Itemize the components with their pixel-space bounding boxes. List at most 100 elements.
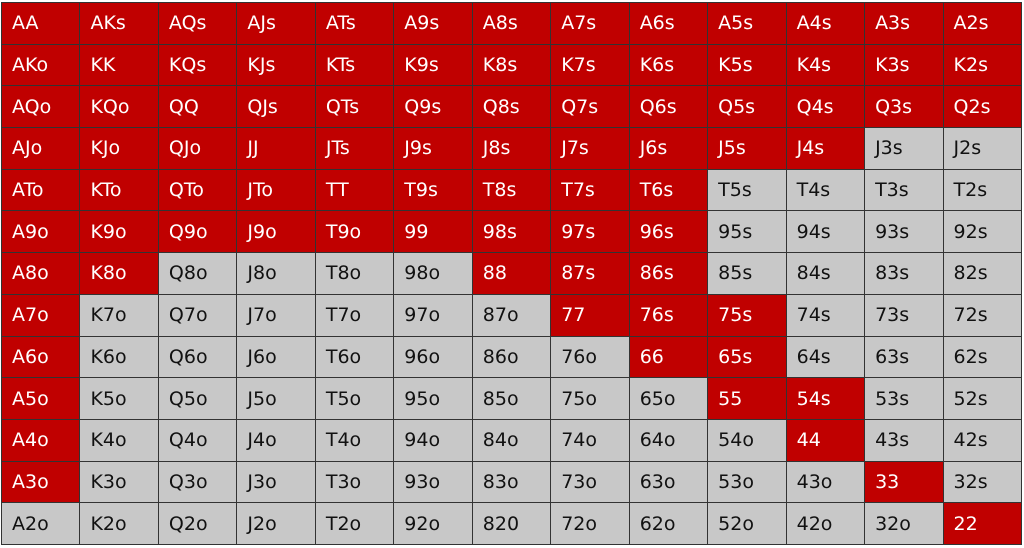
- hand-cell-out-of-range: 52s: [943, 378, 1021, 419]
- hand-cell-out-of-range: Q5o: [158, 378, 237, 419]
- hand-cell-in-range: K8s: [472, 44, 551, 86]
- hand-cell-out-of-range: 83o: [472, 461, 551, 503]
- hand-cell-in-range: A7o: [2, 294, 80, 336]
- hand-cell-out-of-range: K2o: [80, 503, 158, 544]
- hand-cell-in-range: A4s: [786, 3, 865, 44]
- hand-cell-out-of-range: Q4o: [158, 419, 237, 461]
- hand-cell-out-of-range: T4s: [786, 169, 865, 211]
- hand-cell-out-of-range: 73o: [551, 461, 629, 503]
- hand-cell-out-of-range: 97o: [394, 294, 472, 336]
- hand-cell-out-of-range: 63s: [865, 336, 943, 378]
- hand-cell-in-range: 86s: [629, 253, 708, 294]
- hand-cell-out-of-range: 94o: [394, 419, 472, 461]
- hand-cell-in-range: ATs: [315, 3, 394, 44]
- hand-cell-out-of-range: Q6o: [158, 336, 237, 378]
- hand-cell-out-of-range: T4o: [315, 419, 394, 461]
- hand-cell-in-range: 76s: [629, 294, 708, 336]
- hand-cell-in-range: J5s: [708, 128, 786, 169]
- hand-cell-out-of-range: 43o: [786, 461, 865, 503]
- hand-cell-out-of-range: 84s: [786, 253, 865, 294]
- hand-cell-out-of-range: 54o: [708, 419, 786, 461]
- hand-cell-in-range: A8s: [472, 3, 551, 44]
- hand-cell-out-of-range: J8o: [237, 253, 315, 294]
- hand-cell-out-of-range: 65o: [629, 378, 708, 419]
- hand-cell-out-of-range: T5o: [315, 378, 394, 419]
- hand-cell-out-of-range: 820: [472, 503, 551, 544]
- hand-cell-out-of-range: 96o: [394, 336, 472, 378]
- hand-cell-in-range: J9o: [237, 211, 315, 253]
- hand-cell-in-range: K7s: [551, 44, 629, 86]
- hand-cell-out-of-range: 64s: [786, 336, 865, 378]
- hand-cell-out-of-range: 52o: [708, 503, 786, 544]
- hand-cell-in-range: KJs: [237, 44, 315, 86]
- hand-cell-in-range: JTo: [237, 169, 315, 211]
- hand-cell-in-range: A6s: [629, 3, 708, 44]
- hand-cell-in-range: 66: [629, 336, 708, 378]
- hand-cell-in-range: A3s: [865, 3, 943, 44]
- hand-cell-out-of-range: 63o: [629, 461, 708, 503]
- hand-cell-in-range: A6o: [2, 336, 80, 378]
- hand-cell-in-range: T8s: [472, 169, 551, 211]
- hand-cell-out-of-range: 98o: [394, 253, 472, 294]
- hand-cell-in-range: K4s: [786, 44, 865, 86]
- hand-cell-in-range: 65s: [708, 336, 786, 378]
- hand-cell-out-of-range: J5o: [237, 378, 315, 419]
- hand-cell-in-range: AKs: [80, 3, 158, 44]
- hand-cell-in-range: Q8s: [472, 86, 551, 128]
- hand-cell-out-of-range: J6o: [237, 336, 315, 378]
- hand-cell-out-of-range: 72s: [943, 294, 1021, 336]
- hand-cell-out-of-range: 86o: [472, 336, 551, 378]
- hand-cell-in-range: Q3s: [865, 86, 943, 128]
- hand-cell-out-of-range: T8o: [315, 253, 394, 294]
- hand-cell-in-range: JTs: [315, 128, 394, 169]
- hand-cell-out-of-range: 92o: [394, 503, 472, 544]
- hand-cell-out-of-range: T3s: [865, 169, 943, 211]
- hand-cell-in-range: J4s: [786, 128, 865, 169]
- hand-cell-in-range: K2s: [943, 44, 1021, 86]
- hand-cell-out-of-range: Q7o: [158, 294, 237, 336]
- hand-cell-in-range: QJs: [237, 86, 315, 128]
- hand-cell-in-range: A5s: [708, 3, 786, 44]
- hand-cell-out-of-range: 95o: [394, 378, 472, 419]
- hand-cell-in-range: 44: [786, 419, 865, 461]
- hand-cell-in-range: 97s: [551, 211, 629, 253]
- hand-cell-in-range: AKo: [2, 44, 80, 86]
- hand-cell-in-range: J9s: [394, 128, 472, 169]
- hand-cell-out-of-range: 53o: [708, 461, 786, 503]
- hand-cell-in-range: Q5s: [708, 86, 786, 128]
- hand-cell-in-range: AQo: [2, 86, 80, 128]
- hand-cell-out-of-range: K4o: [80, 419, 158, 461]
- hand-cell-out-of-range: K6o: [80, 336, 158, 378]
- hand-cell-out-of-range: K5o: [80, 378, 158, 419]
- hand-cell-in-range: KK: [80, 44, 158, 86]
- hand-cell-in-range: QTo: [158, 169, 237, 211]
- hand-cell-in-range: Q2s: [943, 86, 1021, 128]
- hand-cell-out-of-range: 93s: [865, 211, 943, 253]
- hand-cell-in-range: K9s: [394, 44, 472, 86]
- hand-cell-in-range: J6s: [629, 128, 708, 169]
- hand-cell-in-range: T9o: [315, 211, 394, 253]
- hand-cell-out-of-range: 32o: [865, 503, 943, 544]
- hand-cell-out-of-range: T3o: [315, 461, 394, 503]
- hand-cell-out-of-range: 83s: [865, 253, 943, 294]
- hand-cell-in-range: 98s: [472, 211, 551, 253]
- hand-cell-out-of-range: 87o: [472, 294, 551, 336]
- hand-cell-out-of-range: T2o: [315, 503, 394, 544]
- hand-cell-in-range: KJo: [80, 128, 158, 169]
- hand-cell-out-of-range: 94s: [786, 211, 865, 253]
- hand-cell-out-of-range: Q3o: [158, 461, 237, 503]
- hand-cell-out-of-range: K7o: [80, 294, 158, 336]
- hand-cell-in-range: 75s: [708, 294, 786, 336]
- hand-cell-in-range: T6s: [629, 169, 708, 211]
- hand-cell-in-range: 55: [708, 378, 786, 419]
- hand-cell-in-range: K5s: [708, 44, 786, 86]
- hand-cell-out-of-range: J7o: [237, 294, 315, 336]
- hand-cell-in-range: J8s: [472, 128, 551, 169]
- hand-cell-in-range: 22: [943, 503, 1021, 544]
- hand-cell-in-range: A2s: [943, 3, 1021, 44]
- hand-cell-out-of-range: J2o: [237, 503, 315, 544]
- hand-cell-in-range: 33: [865, 461, 943, 503]
- hand-cell-in-range: KQo: [80, 86, 158, 128]
- hand-cell-in-range: ATo: [2, 169, 80, 211]
